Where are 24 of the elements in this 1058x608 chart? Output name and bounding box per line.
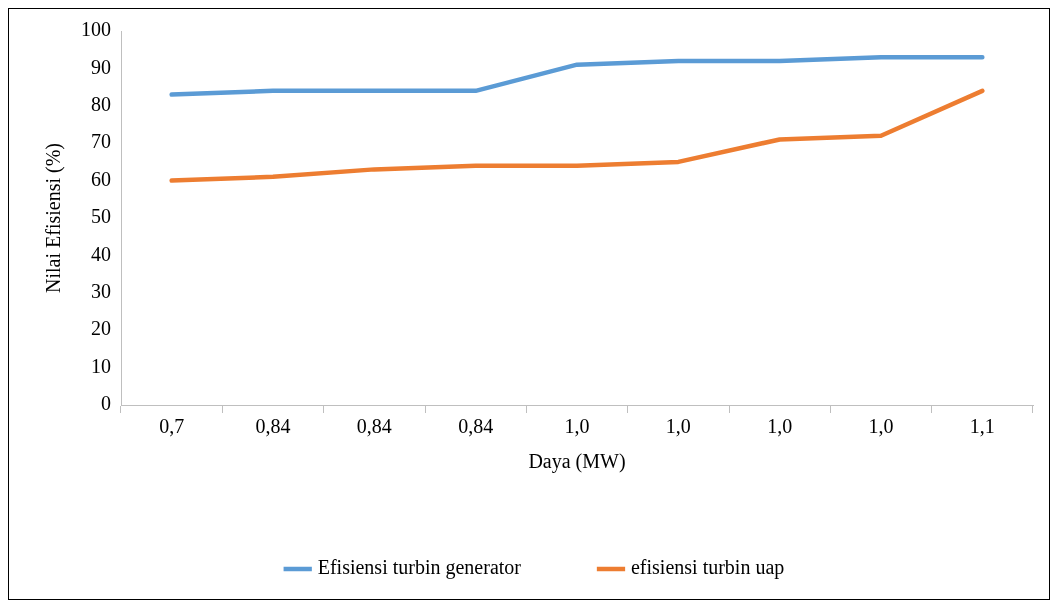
x-tick-label: 0,84 — [458, 415, 494, 438]
legend-label: efisiensi turbin uap — [630, 556, 785, 580]
y-tick-label: 60 — [91, 167, 111, 190]
y-tick-label: 0 — [101, 392, 111, 415]
x-axis-title: Daya (MW) — [528, 450, 626, 474]
x-tick-label: 1,1 — [969, 415, 995, 438]
y-axis-title: Nilai Efisiensi (%) — [42, 143, 66, 293]
y-tick-label: 50 — [91, 205, 111, 228]
legend-label: Efisiensi turbin generator — [317, 556, 522, 580]
y-tick-label: 10 — [91, 354, 111, 377]
x-tick-label: 0,84 — [255, 415, 291, 438]
y-tick-label: 70 — [91, 130, 111, 153]
y-tick-label: 20 — [91, 317, 111, 340]
x-tick-label: 0,84 — [356, 415, 392, 438]
x-tick-label: 1,0 — [665, 415, 691, 438]
x-tick-label: 0,7 — [159, 415, 185, 438]
y-tick-label: 80 — [91, 93, 111, 116]
y-tick-label: 40 — [91, 242, 111, 265]
x-tick-label: 1,0 — [868, 415, 894, 438]
y-tick-label: 30 — [91, 280, 111, 303]
y-tick-label: 90 — [91, 55, 111, 78]
x-tick-label: 1,0 — [564, 415, 590, 438]
y-tick-label: 100 — [81, 18, 111, 41]
x-tick-label: 1,0 — [767, 415, 793, 438]
